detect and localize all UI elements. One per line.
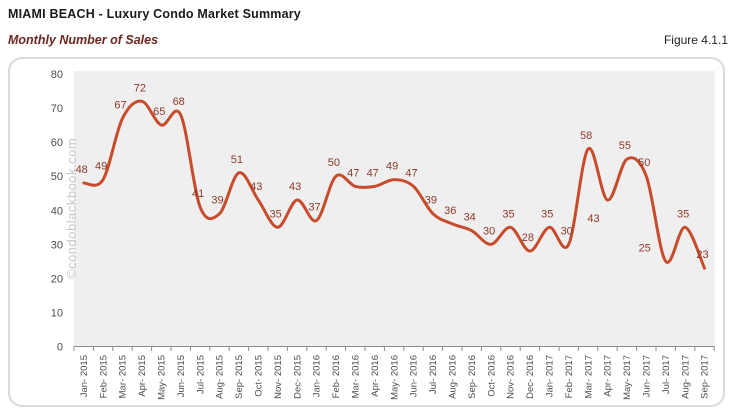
data-point-label: 48 bbox=[76, 164, 88, 176]
data-point-label: 43 bbox=[587, 213, 599, 225]
y-axis-label: 0 bbox=[57, 342, 63, 354]
x-axis-label: Oct- 2016 bbox=[486, 355, 497, 397]
x-axis-label: Apr- 2016 bbox=[370, 355, 381, 397]
data-point-label: 67 bbox=[114, 99, 126, 111]
data-point-label: 51 bbox=[231, 154, 243, 166]
x-axis-label: Jan- 2016 bbox=[312, 355, 323, 397]
x-axis-label: Dec- 2016 bbox=[525, 355, 536, 399]
sales-line-series bbox=[82, 99, 706, 270]
data-point-label: 37 bbox=[308, 202, 320, 214]
x-axis-label: May- 2017 bbox=[622, 355, 633, 400]
x-axis-label: Jan- 2017 bbox=[545, 355, 556, 397]
y-axis-label: 20 bbox=[51, 273, 63, 285]
x-axis-label: Jun- 2015 bbox=[176, 355, 187, 397]
x-axis-label: Dec- 2015 bbox=[292, 355, 303, 399]
data-point-label: 30 bbox=[561, 225, 573, 237]
data-point-label: 39 bbox=[211, 195, 223, 207]
x-axis-label: Aug- 2016 bbox=[448, 355, 459, 399]
y-axis-label: 40 bbox=[51, 205, 63, 217]
data-point-label: 72 bbox=[134, 82, 146, 94]
data-point-label: 36 bbox=[444, 205, 456, 217]
data-point-label: 43 bbox=[289, 181, 301, 193]
x-axis-label: Aug- 2015 bbox=[215, 355, 226, 399]
data-point-label: 35 bbox=[270, 208, 282, 220]
x-axis-label: Sep- 2016 bbox=[467, 355, 478, 399]
data-point-label: 58 bbox=[580, 130, 592, 142]
x-axis-label: Sep- 2017 bbox=[700, 355, 711, 399]
x-axis-label: Nov- 2016 bbox=[506, 355, 517, 399]
y-axis-label: 60 bbox=[51, 137, 63, 149]
y-axis-label: 10 bbox=[51, 307, 63, 319]
x-axis-label: Apr- 2015 bbox=[137, 355, 148, 397]
monthly-sales-line-chart: ©condoblackbook.com 0 10 20 30 40 50 60 70 80 Jan-… bbox=[51, 69, 715, 400]
x-axis-label: Feb- 2016 bbox=[331, 355, 342, 398]
figure-label: Figure 4.1.1 bbox=[663, 33, 728, 47]
data-point-label: 43 bbox=[250, 181, 262, 193]
plot-area bbox=[74, 71, 715, 347]
data-point-label: 35 bbox=[677, 208, 689, 220]
x-axis-label: Jul- 2016 bbox=[428, 355, 439, 394]
data-point-label: 34 bbox=[464, 212, 476, 224]
y-axis-label: 30 bbox=[51, 239, 63, 251]
data-point-label: 23 bbox=[696, 249, 708, 261]
x-axis-label: Jul- 2017 bbox=[661, 355, 672, 394]
y-axis-label: 70 bbox=[51, 103, 63, 115]
data-point-label: 68 bbox=[173, 96, 185, 108]
x-axis-label: Oct- 2015 bbox=[254, 355, 265, 397]
data-point-label: 41 bbox=[192, 188, 204, 200]
data-point-label: 30 bbox=[483, 225, 495, 237]
data-point-label: 35 bbox=[502, 208, 514, 220]
x-axis-label: Aug- 2017 bbox=[680, 355, 691, 399]
report-title: MIAMI BEACH - Luxury Condo Market Summar… bbox=[8, 7, 301, 21]
data-point-label: 39 bbox=[425, 195, 437, 207]
x-axis-label: Mar- 2017 bbox=[583, 355, 594, 398]
x-axis-label: Mar- 2015 bbox=[118, 355, 129, 398]
x-axis-label: May- 2015 bbox=[157, 355, 168, 400]
data-point-label: 65 bbox=[153, 106, 165, 118]
data-point-label: 35 bbox=[541, 208, 553, 220]
x-axis-label: Feb- 2017 bbox=[564, 355, 575, 398]
x-axis-label: Nov- 2015 bbox=[273, 355, 284, 399]
x-axis-label: Sep- 2015 bbox=[234, 355, 245, 399]
data-point-label: 47 bbox=[367, 167, 379, 179]
data-point-label: 47 bbox=[347, 167, 359, 179]
data-point-label: 55 bbox=[619, 140, 631, 152]
y-axis-label: 50 bbox=[51, 171, 63, 183]
x-axis-label: May- 2016 bbox=[389, 355, 400, 400]
x-axis-label: Jun- 2017 bbox=[642, 355, 653, 397]
x-axis-label: Feb- 2015 bbox=[98, 355, 109, 398]
x-axis-label: Apr- 2017 bbox=[603, 355, 614, 397]
subtitle-row: Monthly Number of Sales Figure 4.1.1 bbox=[8, 33, 728, 47]
data-point-label: 28 bbox=[522, 232, 534, 244]
data-point-label: 47 bbox=[405, 167, 417, 179]
chart-card: ©condoblackbook.com 0 10 20 30 40 50 60 70 80 Jan-… bbox=[8, 57, 725, 407]
data-point-label: 49 bbox=[386, 161, 398, 173]
data-point-label: 50 bbox=[638, 157, 650, 169]
x-axis-label: Jun- 2016 bbox=[409, 355, 420, 397]
x-axis-label: Jul- 2015 bbox=[195, 355, 206, 394]
x-axis-label: Mar- 2016 bbox=[351, 355, 362, 398]
watermark-text: ©condoblackbook.com bbox=[64, 138, 79, 279]
data-point-label: 49 bbox=[95, 161, 107, 173]
data-point-label: 50 bbox=[328, 157, 340, 169]
y-axis-label: 80 bbox=[51, 69, 63, 81]
data-point-label: 25 bbox=[639, 242, 651, 254]
chart-subtitle: Monthly Number of Sales bbox=[8, 33, 159, 47]
x-axis-label: Jan- 2015 bbox=[79, 355, 90, 397]
